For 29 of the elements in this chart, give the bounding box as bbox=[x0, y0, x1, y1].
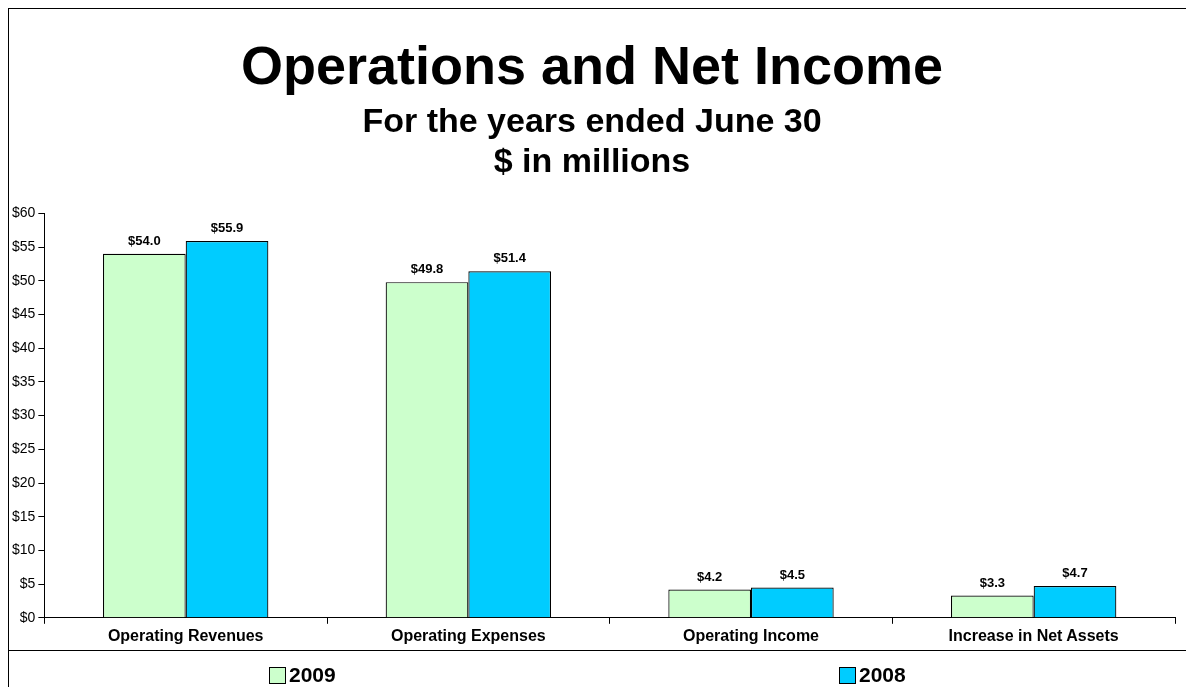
x-tick-label: Operating Revenues bbox=[107, 626, 264, 644]
y-tick-label: $20 bbox=[12, 473, 36, 490]
x-tick-label: Operating Income bbox=[682, 626, 820, 644]
y-tick-label: $45 bbox=[12, 305, 36, 322]
y-tick-label: $35 bbox=[12, 372, 36, 389]
y-tick-label: $55 bbox=[12, 237, 36, 254]
y-tick-label: $5 bbox=[19, 574, 36, 591]
legend-label: 2009 bbox=[289, 663, 336, 687]
x-tick-label: Operating Expenses bbox=[390, 626, 546, 644]
y-tick-label: $50 bbox=[12, 271, 36, 288]
y-tick-label: $60 bbox=[12, 204, 36, 221]
data-label: $55.9 bbox=[210, 220, 244, 236]
y-tick-label: $30 bbox=[12, 406, 36, 423]
y-tick-label: $0 bbox=[19, 608, 36, 625]
data-label: $4.2 bbox=[697, 568, 723, 584]
y-tick-label: $25 bbox=[12, 440, 36, 457]
data-label: $51.4 bbox=[493, 250, 527, 266]
data-label: $4.7 bbox=[1062, 565, 1088, 581]
y-tick-label: $40 bbox=[12, 339, 36, 356]
data-label: $49.8 bbox=[410, 261, 444, 277]
y-tick-label: $10 bbox=[12, 541, 36, 558]
chart-title: Operations and Net Income bbox=[240, 35, 944, 96]
data-label: $4.5 bbox=[779, 566, 805, 582]
legend-label: 2008 bbox=[859, 663, 906, 687]
data-label: $3.3 bbox=[979, 574, 1005, 590]
data-label: $54.0 bbox=[128, 232, 161, 248]
y-tick-label: $15 bbox=[12, 507, 36, 524]
chart-subtitle: For the years ended June 30 $ in millions bbox=[362, 100, 822, 180]
x-tick-label: Increase in Net Assets bbox=[948, 626, 1119, 644]
